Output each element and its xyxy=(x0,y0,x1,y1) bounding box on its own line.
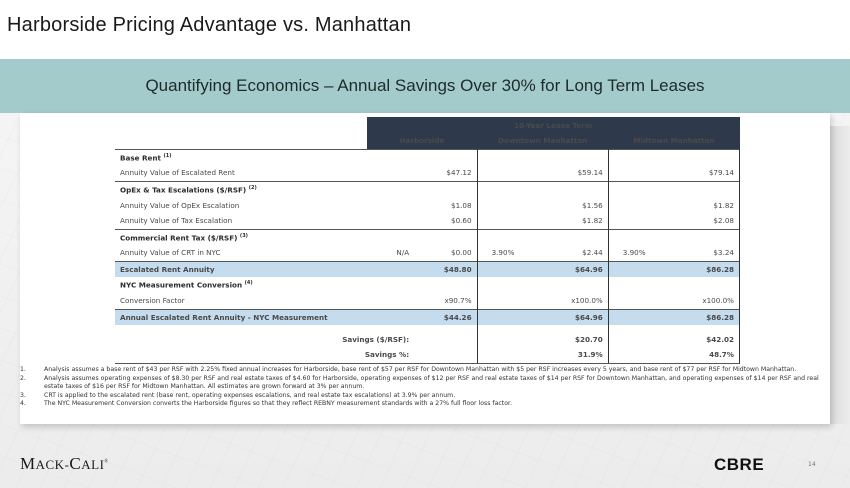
cell-downtown: $2.44 xyxy=(529,245,609,261)
cell-downtown: $64.96 xyxy=(529,308,609,325)
cell-midtown: $86.28 xyxy=(660,308,740,325)
cell-downtown: $20.70 xyxy=(529,331,609,347)
banner-text: Quantifying Economics – Annual Savings O… xyxy=(145,76,705,95)
cell-harborside: $47.12 xyxy=(414,165,478,181)
row-label: Savings ($/RSF): xyxy=(342,334,410,344)
subtitle-banner: Quantifying Economics – Annual Savings O… xyxy=(0,59,850,113)
row-label: Savings %: xyxy=(115,347,415,364)
row-label: Annuity Value of CRT in NYC xyxy=(120,248,221,258)
table-row: Annuity Value of CRT in NYC N/A $0.00 3.… xyxy=(115,245,740,261)
pricing-table: 10-Year Lease Term Harborside Downtown M… xyxy=(115,117,740,364)
footnote-ref: (2) xyxy=(248,184,257,191)
page-title: Harborside Pricing Advantage vs. Manhatt… xyxy=(7,14,412,36)
footnote-ref: (1) xyxy=(163,152,172,159)
footnote: 3. CRT is applied to the escalated rent (… xyxy=(20,391,456,399)
cell-midtown-rate: 3.90% xyxy=(622,248,646,258)
row-label: Conversion Factor xyxy=(120,296,185,306)
cell-midtown: $2.08 xyxy=(660,213,740,229)
cell-downtown: $1.82 xyxy=(529,213,609,229)
savings-pct-row: Savings %: 31.9% 48.7% xyxy=(115,347,740,364)
table-header-group: 10-Year Lease Term xyxy=(115,117,740,133)
cell-midtown: $1.82 xyxy=(660,197,740,213)
footnote: 2. Analysis assumes operating expenses of… xyxy=(20,374,819,391)
title-area: Harborside Pricing Advantage vs. Manhatt… xyxy=(0,0,850,59)
cell-midtown: 48.7% xyxy=(660,347,740,364)
cell-midtown: x100.0% xyxy=(660,293,740,309)
savings-rsf-row: Savings ($/RSF): $20.70 $42.02 xyxy=(115,331,740,347)
footnote-ref: (4) xyxy=(244,280,253,287)
cell-harborside: x90.7% xyxy=(414,293,478,309)
section-label: NYC Measurement Conversion xyxy=(120,280,243,290)
section-base-rent: Base Rent (1) xyxy=(115,148,740,165)
group-header: 10-Year Lease Term xyxy=(366,117,740,133)
content-card: 10-Year Lease Term Harborside Downtown M… xyxy=(20,113,830,424)
cell-harborside-rate: N/A xyxy=(396,248,410,258)
annual-nyc-measurement-row: Annual Escalated Rent Annuity - NYC Meas… xyxy=(115,308,740,325)
side-panel xyxy=(830,126,850,424)
section-nyc-conversion: NYC Measurement Conversion (4) xyxy=(115,277,740,293)
page-number: 14 xyxy=(808,461,816,468)
row-label: Escalated Rent Annuity xyxy=(115,260,367,277)
escalated-rent-annuity-row: Escalated Rent Annuity $48.80 $64.96 $86… xyxy=(115,260,740,277)
cell-midtown: $79.14 xyxy=(660,165,740,181)
row-label: Annuity Value of Tax Escalation xyxy=(120,216,233,226)
row-label: Annuity Value of Escalated Rent xyxy=(120,168,235,178)
cbre-logo: CBRE xyxy=(714,455,765,474)
column-header-downtown: Downtown Manhattan xyxy=(477,133,609,149)
cell-harborside: $0.00 xyxy=(414,245,478,261)
row-label: Annual Escalated Rent Annuity - NYC Meas… xyxy=(115,308,367,325)
cell-downtown: 31.9% xyxy=(529,347,609,364)
table-header: Harborside Downtown Manhattan Midtown Ma… xyxy=(115,133,740,149)
cell-downtown-rate: 3.90% xyxy=(491,248,515,258)
table-row: Annuity Value of Tax Escalation $0.60 $1… xyxy=(115,213,740,229)
section-crt: Commercial Rent Tax ($/RSF) (3) xyxy=(115,228,740,245)
cell-harborside: $44.26 xyxy=(414,308,478,325)
section-label: Base Rent xyxy=(120,152,161,162)
column-header-harborside: Harborside xyxy=(366,133,478,149)
column-header-midtown: Midtown Manhattan xyxy=(608,133,740,149)
cell-harborside: $48.80 xyxy=(414,260,478,277)
cell-midtown: $86.28 xyxy=(660,260,740,277)
mack-cali-logo: MACK-CALI® xyxy=(20,454,109,473)
cell-downtown: x100.0% xyxy=(529,293,609,309)
table-row: Annuity Value of OpEx Escalation $1.08 $… xyxy=(115,197,740,213)
cell-midtown: $42.02 xyxy=(660,331,740,347)
cell-downtown: $1.56 xyxy=(529,197,609,213)
section-opex-tax: OpEx & Tax Escalations ($/RSF) (2) xyxy=(115,180,740,197)
footnote: 4. The NYC Measurement Conversion convert… xyxy=(20,400,512,407)
section-label: Commercial Rent Tax ($/RSF) xyxy=(120,232,238,242)
cell-harborside: $0.60 xyxy=(414,213,478,229)
cell-midtown: $3.24 xyxy=(660,245,740,261)
footnotes: 1. Analysis assumes a base rent of $43 pe… xyxy=(20,366,830,409)
cell-downtown: $64.96 xyxy=(529,260,609,277)
section-label: OpEx & Tax Escalations ($/RSF) xyxy=(120,184,247,194)
row-label: Annuity Value of OpEx Escalation xyxy=(120,200,240,210)
table-row: Conversion Factor x90.7% x100.0% x100.0% xyxy=(115,293,740,309)
cell-downtown: $59.14 xyxy=(529,165,609,181)
table-row: Annuity Value of Escalated Rent $47.12 $… xyxy=(115,165,740,181)
footnote: 1. Analysis assumes a base rent of $43 pe… xyxy=(20,366,797,373)
cell-harborside: $1.08 xyxy=(414,197,478,213)
footnote-ref: (3) xyxy=(239,232,248,239)
